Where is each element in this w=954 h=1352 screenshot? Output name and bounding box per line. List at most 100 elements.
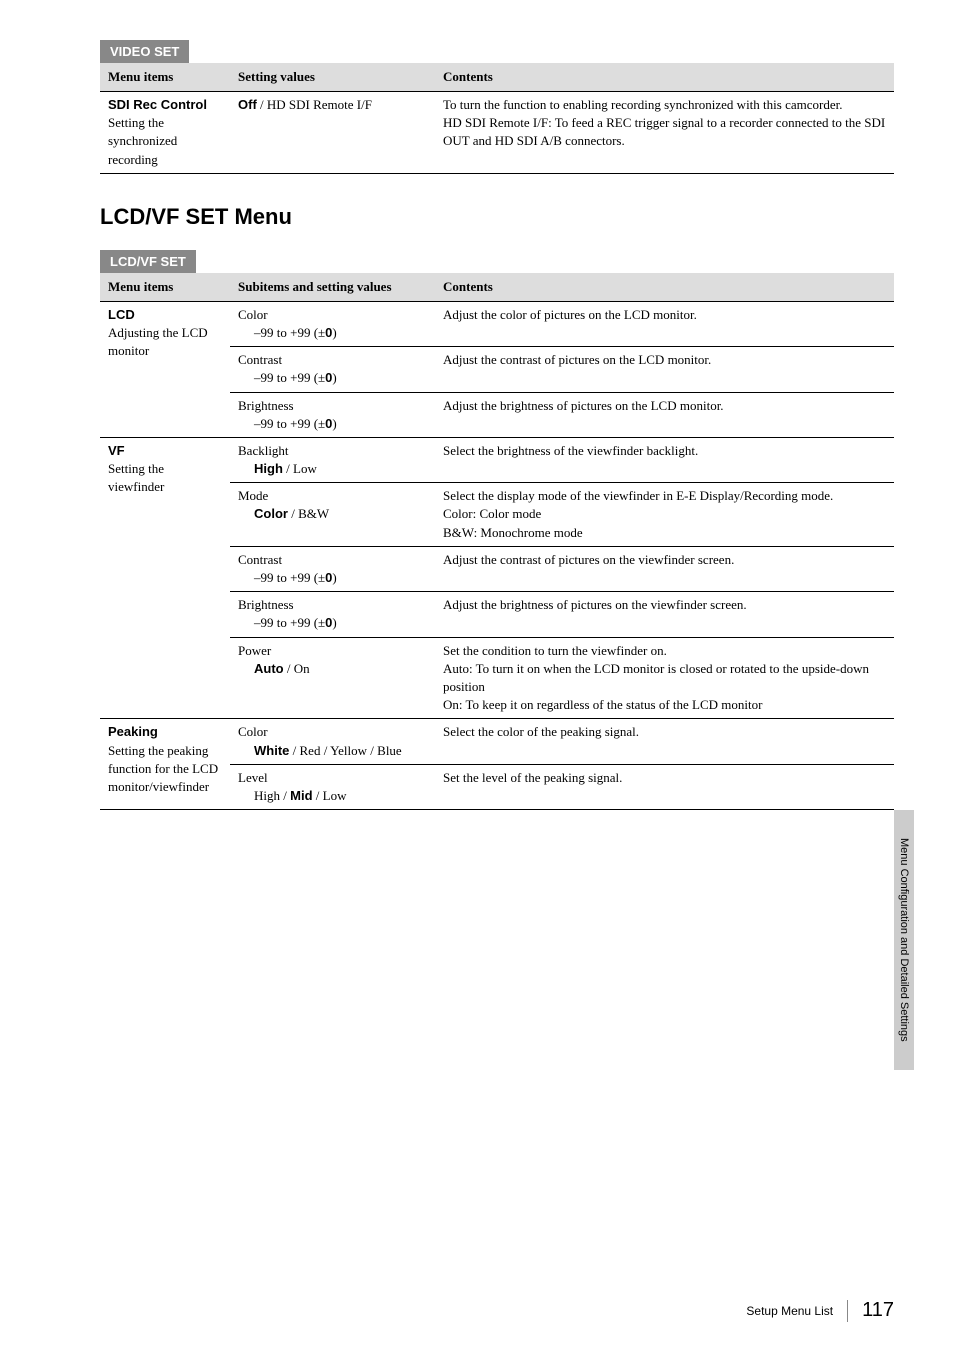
- subitem-backlight: Backlight High / Low: [230, 438, 435, 482]
- menu-item-lcd: LCD Adjusting the LCD monitor: [100, 302, 230, 437]
- footer-divider: [847, 1300, 848, 1322]
- range-post: ): [332, 615, 336, 630]
- peaking-group: Peaking Setting the peaking function for…: [100, 719, 894, 810]
- val-bold: Auto: [254, 661, 284, 676]
- val-bold: Color: [254, 506, 288, 521]
- contents-p2: HD SDI Remote I/F: To feed a REC trigger…: [443, 114, 886, 150]
- contents-peaking-color: Select the color of the peaking signal.: [435, 719, 894, 763]
- contents-lcd-contrast: Adjust the contrast of pictures on the L…: [435, 347, 894, 391]
- range-post: ): [332, 416, 336, 431]
- subitem-level: Level High / Mid / Low: [230, 765, 435, 809]
- item-desc: Setting the synchronized recording: [108, 114, 222, 169]
- range-post: ): [332, 570, 336, 585]
- peaking-color-row: Color White / Red / Yellow / Blue Select…: [230, 719, 894, 763]
- range-post: ): [332, 325, 336, 340]
- c2: Auto: To turn it on when the LCD monitor…: [443, 660, 886, 696]
- menu-item-sdi-rec: SDI Rec Control Setting the synchronized…: [100, 92, 230, 173]
- subitem-label: Contrast: [238, 551, 427, 569]
- subitem-label: Power: [238, 642, 427, 660]
- page-number: 117: [862, 1299, 894, 1322]
- page-footer: Setup Menu List 117: [746, 1299, 894, 1322]
- subitem-label: Level: [238, 769, 427, 787]
- val-bold: White: [254, 743, 289, 758]
- subitem-label: Backlight: [238, 442, 427, 460]
- subitem-color: Color White / Red / Yellow / Blue: [230, 719, 435, 763]
- val-pre: High /: [254, 788, 290, 803]
- subitem-contrast: Contrast –99 to +99 (±0): [230, 547, 435, 591]
- item-title: VF: [108, 442, 222, 460]
- vf-backlight-row: Backlight High / Low Select the brightne…: [230, 438, 894, 482]
- val-rest: / On: [284, 661, 310, 676]
- header-menu-items: Menu items: [100, 63, 230, 91]
- contents-vf-power: Set the condition to turn the viewfinder…: [435, 638, 894, 719]
- menu-item-vf: VF Setting the viewfinder: [100, 438, 230, 718]
- contents-lcd-brightness: Adjust the brightness of pictures on the…: [435, 393, 894, 437]
- val-rest: / Red / Yellow / Blue: [289, 743, 401, 758]
- lcd-vf-heading: LCD/VF SET Menu: [100, 204, 894, 230]
- vf-power-row: Power Auto / On Set the condition to tur…: [230, 637, 894, 719]
- header-menu-items: Menu items: [100, 273, 230, 301]
- c3: B&W: Monochrome mode: [443, 524, 886, 542]
- vf-group: VF Setting the viewfinder Backlight High…: [100, 438, 894, 719]
- vf-mode-row: Mode Color / B&W Select the display mode…: [230, 482, 894, 546]
- menu-item-peaking: Peaking Setting the peaking function for…: [100, 719, 230, 809]
- setting-rest: / HD SDI Remote I/F: [257, 97, 372, 112]
- footer-label: Setup Menu List: [746, 1304, 833, 1318]
- val-bold: Mid: [290, 788, 312, 803]
- item-desc: Setting the peaking function for the LCD…: [108, 742, 222, 797]
- lcd-group: LCD Adjusting the LCD monitor Color –99 …: [100, 302, 894, 438]
- subitem-label: Color: [238, 306, 427, 324]
- subitem-mode: Mode Color / B&W: [230, 483, 435, 546]
- contents-peaking-level: Set the level of the peaking signal.: [435, 765, 894, 809]
- contents-vf-backlight: Select the brightness of the viewfinder …: [435, 438, 894, 482]
- subitem-label: Contrast: [238, 351, 427, 369]
- subitem-contrast: Contrast –99 to +99 (±0): [230, 347, 435, 391]
- subitem-color: Color –99 to +99 (±0): [230, 302, 435, 346]
- peaking-level-row: Level High / Mid / Low Set the level of …: [230, 764, 894, 809]
- range-pre: –99 to +99 (±: [254, 570, 325, 585]
- lcd-color-row: Color –99 to +99 (±0) Adjust the color o…: [230, 302, 894, 346]
- subitem-label: Brightness: [238, 596, 427, 614]
- item-title: Peaking: [108, 723, 222, 741]
- header-subitems: Subitems and setting values: [230, 273, 435, 301]
- range-pre: –99 to +99 (±: [254, 370, 325, 385]
- vf-contrast-row: Contrast –99 to +99 (±0) Adjust the cont…: [230, 546, 894, 591]
- val-bold: High: [254, 461, 283, 476]
- item-title: LCD: [108, 306, 222, 324]
- contents-vf-contrast: Adjust the contrast of pictures on the v…: [435, 547, 894, 591]
- lcd-brightness-row: Brightness –99 to +99 (±0) Adjust the br…: [230, 392, 894, 437]
- range-post: ): [332, 370, 336, 385]
- contents-lcd-color: Adjust the color of pictures on the LCD …: [435, 302, 894, 346]
- c3: On: To keep it on regardless of the stat…: [443, 696, 886, 714]
- contents-vf-mode: Select the display mode of the viewfinde…: [435, 483, 894, 546]
- range-pre: –99 to +99 (±: [254, 325, 325, 340]
- val-rest: / Low: [283, 461, 317, 476]
- lcd-contrast-row: Contrast –99 to +99 (±0) Adjust the cont…: [230, 346, 894, 391]
- video-set-header-row: Menu items Setting values Contents: [100, 63, 894, 92]
- c1: Set the condition to turn the viewfinder…: [443, 642, 886, 660]
- contents-vf-brightness: Adjust the brightness of pictures on the…: [435, 592, 894, 636]
- setting-bold: Off: [238, 97, 257, 112]
- subitem-power: Power Auto / On: [230, 638, 435, 719]
- subitem-brightness: Brightness –99 to +99 (±0): [230, 592, 435, 636]
- section-tab-video-set: VIDEO SET: [100, 40, 189, 63]
- range-pre: –99 to +99 (±: [254, 416, 325, 431]
- item-title: SDI Rec Control: [108, 96, 222, 114]
- lcd-vf-header-row: Menu items Subitems and setting values C…: [100, 273, 894, 302]
- subitem-label: Mode: [238, 487, 427, 505]
- range-pre: –99 to +99 (±: [254, 615, 325, 630]
- item-desc: Adjusting the LCD monitor: [108, 324, 222, 360]
- subitem-label: Color: [238, 723, 427, 741]
- setting-value-sdi: Off / HD SDI Remote I/F: [230, 92, 435, 173]
- header-setting-values: Setting values: [230, 63, 435, 91]
- val-post: / Low: [313, 788, 347, 803]
- header-contents: Contents: [435, 63, 894, 91]
- subitem-brightness: Brightness –99 to +99 (±0): [230, 393, 435, 437]
- side-tab: Menu Configuration and Detailed Settings: [894, 810, 914, 1070]
- subitem-label: Brightness: [238, 397, 427, 415]
- section-tab-lcd-vf: LCD/VF SET: [100, 250, 196, 273]
- header-contents: Contents: [435, 273, 894, 301]
- val-rest: / B&W: [288, 506, 329, 521]
- video-set-row: SDI Rec Control Setting the synchronized…: [100, 92, 894, 174]
- contents-p1: To turn the function to enabling recordi…: [443, 96, 886, 114]
